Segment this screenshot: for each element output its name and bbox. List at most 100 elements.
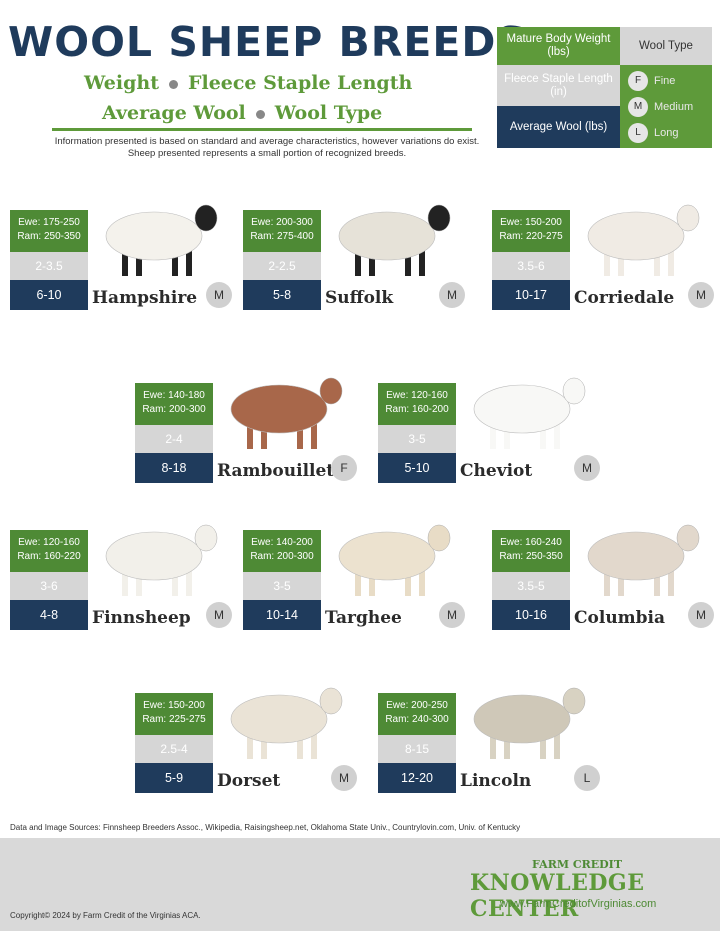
note: Information presented is based on standa…: [54, 136, 480, 159]
breed-name: Hampshire: [92, 288, 198, 308]
ewe-weight: Ewe: 200-250: [386, 700, 448, 711]
sheep-part: [587, 531, 685, 581]
average-wool: 10-17: [492, 280, 570, 310]
average-wool: 4-8: [10, 600, 88, 630]
breed-card: Ewe: 140-180 Ram: 200-300 2-4 8-18: [135, 383, 213, 483]
breed-card: Ewe: 175-250 Ram: 250-350 2-3.5 6-10: [10, 210, 88, 310]
legend-type-code: F: [628, 71, 648, 91]
breed-name: Targhee: [325, 608, 402, 628]
sheep-part: [554, 725, 560, 759]
wool-type: M: [439, 602, 465, 628]
sheep-part: [172, 562, 178, 596]
ram-weight: Ram: 160-220: [17, 551, 81, 562]
breed-name: Corriedale: [574, 288, 675, 308]
average-wool: 8-18: [135, 453, 213, 483]
sheep-part: [654, 242, 660, 276]
weight-box: Ewe: 200-300 Ram: 275-400: [243, 210, 321, 252]
breed-name: Cheviot: [460, 461, 533, 481]
sheep-part: [194, 524, 218, 552]
legend-type-label: Long: [654, 126, 679, 139]
sheep-part: [554, 415, 560, 449]
legend-type-code: L: [628, 123, 648, 143]
wool-type: F: [331, 455, 357, 481]
sheep-part: [247, 415, 253, 449]
sheep-part: [230, 694, 328, 744]
sheep-image: [587, 524, 700, 596]
sheep-image: [473, 377, 586, 449]
sheep-image: [587, 204, 700, 276]
sheep-part: [604, 562, 610, 596]
weight-box: Ewe: 160-240 Ram: 250-350: [492, 530, 570, 572]
sheep-part: [668, 242, 674, 276]
bullet: [168, 79, 178, 89]
weight-box: Ewe: 140-200 Ram: 200-300: [243, 530, 321, 572]
sheep-part: [122, 242, 128, 276]
legend-type: M Medium: [628, 97, 693, 117]
sheep-part: [297, 415, 303, 449]
legend: Mature Body Weight (lbs) Fleece Staple L…: [497, 27, 712, 148]
ewe-weight: Ewe: 150-200: [143, 700, 205, 711]
sheep-image: [338, 204, 451, 276]
subtitle-item: Wool Type: [274, 102, 383, 124]
average-wool: 10-14: [243, 600, 321, 630]
breed-card: Ewe: 150-200 Ram: 225-275 2.5-4 5-9: [135, 693, 213, 793]
sheep-image: [230, 377, 343, 449]
sheep-part: [604, 242, 610, 276]
sheep-image: [230, 687, 343, 759]
sheep-part: [297, 725, 303, 759]
breed-card: Ewe: 120-160 Ram: 160-220 3-6 4-8: [10, 530, 88, 630]
ram-weight: Ram: 160-200: [385, 404, 449, 415]
ewe-weight: Ewe: 120-160: [18, 537, 80, 548]
sheep-part: [105, 531, 203, 581]
ewe-weight: Ewe: 160-240: [500, 537, 562, 548]
legend-type: F Fine: [628, 71, 675, 91]
sheep-part: [311, 415, 317, 449]
legend-type-title: Wool Type: [620, 27, 712, 65]
sheep-part: [540, 725, 546, 759]
breed-name: Lincoln: [460, 771, 532, 791]
sheep-part: [405, 242, 411, 276]
breed-name: Dorset: [217, 771, 281, 791]
sheep-part: [473, 384, 571, 434]
breed-card: Ewe: 150-200 Ram: 220-275 3.5-6 10-17: [492, 210, 570, 310]
ewe-weight: Ewe: 120-160: [386, 390, 448, 401]
sheep-part: [668, 562, 674, 596]
staple-length: 3-5: [378, 425, 456, 453]
sheep-part: [355, 242, 361, 276]
average-wool: 5-8: [243, 280, 321, 310]
weight-box: Ewe: 120-160 Ram: 160-200: [378, 383, 456, 425]
sheep-image: [105, 524, 218, 596]
ewe-weight: Ewe: 175-250: [18, 217, 80, 228]
ewe-weight: Ewe: 200-300: [251, 217, 313, 228]
staple-length: 3-6: [10, 572, 88, 600]
legend-type-label: Fine: [654, 74, 676, 87]
sheep-part: [172, 242, 178, 276]
staple-length: 3.5-6: [492, 252, 570, 280]
breed-card: Ewe: 140-200 Ram: 200-300 3-5 10-14: [243, 530, 321, 630]
sheep-part: [355, 562, 361, 596]
weight-box: Ewe: 150-200 Ram: 220-275: [492, 210, 570, 252]
average-wool: 10-16: [492, 600, 570, 630]
sheep-part: [405, 562, 411, 596]
ram-weight: Ram: 200-300: [142, 404, 206, 415]
staple-length: 3.5-5: [492, 572, 570, 600]
breed-name: Columbia: [574, 608, 666, 628]
ram-weight: Ram: 225-275: [142, 714, 206, 725]
average-wool: 6-10: [10, 280, 88, 310]
sheep-image: [105, 204, 218, 276]
divider: [52, 128, 472, 131]
staple-length: 2-3.5: [10, 252, 88, 280]
subtitle-item: Fleece Staple Length: [187, 72, 413, 94]
wool-type: M: [206, 282, 232, 308]
breed-name: Rambouillet: [217, 461, 335, 481]
sheep-image: [338, 524, 451, 596]
legend-types: F Fine M Medium L Long: [620, 65, 712, 148]
legend-type: L Long: [628, 123, 678, 143]
legend-type-code: M: [628, 97, 648, 117]
sheep-part: [247, 725, 253, 759]
sheep-part: [338, 531, 436, 581]
ram-weight: Ram: 200-300: [250, 551, 314, 562]
brand: KNOWLEDGE CENTER: [470, 870, 645, 922]
sheep-part: [122, 562, 128, 596]
